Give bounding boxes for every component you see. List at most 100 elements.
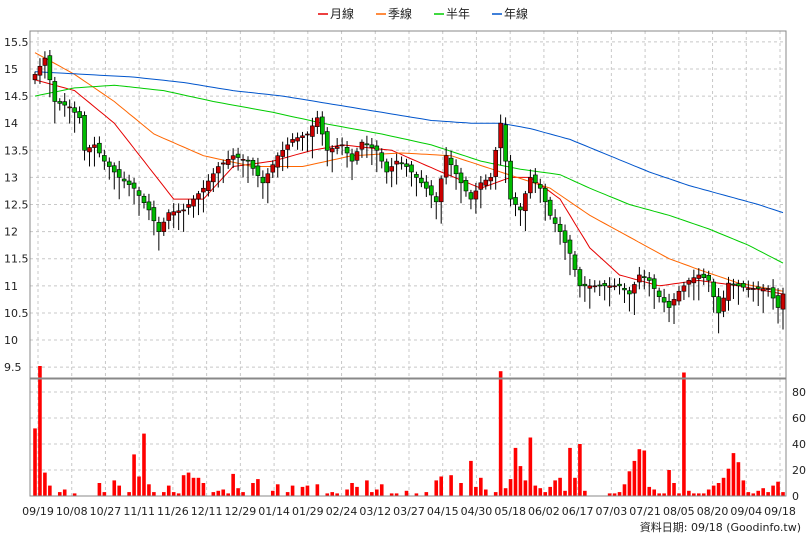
candle-body <box>433 196 439 203</box>
price-tick-label: 13 <box>4 171 18 184</box>
price-tick-label: 11.5 <box>4 253 29 266</box>
date-tick-label: 05/18 <box>494 505 526 518</box>
date-tick-label: 09/18 <box>764 505 796 518</box>
volume-bar <box>424 492 429 496</box>
candle-body <box>324 131 330 151</box>
candle-body <box>676 290 682 302</box>
legend-label: 年線 <box>504 6 528 21</box>
volume-bar <box>617 492 622 496</box>
candle-body <box>592 285 598 288</box>
candle-body <box>528 177 533 194</box>
price-axis-labels: 15.5 15 14.5 14 13.5 13 12.5 12 11.5 11 10.5 10 9.5 <box>4 36 29 374</box>
candle-body <box>52 81 58 102</box>
candle-body <box>508 160 513 200</box>
volume-bar <box>637 449 642 496</box>
candle-body <box>211 173 216 183</box>
date-tick-label: 11/26 <box>157 505 189 518</box>
volume-tick-label: 60 <box>792 412 806 425</box>
candle-body <box>404 163 409 167</box>
candle-body <box>245 159 251 162</box>
candle-body <box>597 284 603 287</box>
candle-body <box>47 55 53 81</box>
volume-bar <box>573 477 577 496</box>
volume-bar <box>226 493 230 496</box>
price-tick-label: 12 <box>4 226 18 239</box>
candle-body <box>557 223 563 232</box>
volume-bar <box>746 492 751 496</box>
volume-bar <box>667 470 671 496</box>
volume-bar <box>231 473 235 496</box>
volume-bar <box>493 492 498 496</box>
volume-bar <box>583 490 587 496</box>
volume-bar <box>771 485 775 496</box>
volume-bar <box>211 492 216 496</box>
volume-bar <box>726 468 731 496</box>
volume-bar <box>474 486 478 496</box>
candle-body <box>146 201 152 211</box>
volume-bar <box>270 490 275 496</box>
volume-bar <box>171 492 176 496</box>
date-tick-label: 10/08 <box>56 505 88 518</box>
price-plot-frame <box>29 30 787 379</box>
volume-bar <box>196 477 201 496</box>
volume-bar <box>152 492 156 496</box>
price-tick-label: 9.5 <box>4 361 22 374</box>
date-tick-label: 04/15 <box>427 505 459 518</box>
candle-body <box>443 155 449 178</box>
date-tick-label: 06/02 <box>528 505 560 518</box>
volume-bar <box>251 483 255 496</box>
date-tick-label: 12/11 <box>191 505 223 518</box>
candle-body <box>671 299 677 306</box>
candle-body <box>62 101 68 106</box>
volume-bar <box>483 489 488 496</box>
candle-body <box>320 116 325 135</box>
candle-body <box>651 278 657 289</box>
volume-bar <box>176 493 181 496</box>
volume-bar <box>365 480 369 496</box>
candle-body <box>711 281 716 297</box>
candle-body <box>716 296 721 314</box>
candle-body <box>646 277 652 281</box>
candle-body <box>453 165 459 175</box>
candle-body <box>612 285 617 288</box>
candle-body <box>329 148 335 153</box>
price-tick-label: 15 <box>4 63 18 76</box>
candle-body <box>72 107 77 113</box>
candle-body <box>731 283 736 286</box>
volume-bar <box>350 483 354 496</box>
candle-body <box>458 172 464 184</box>
candle-body <box>409 164 414 173</box>
candle-body <box>215 166 221 174</box>
volume-bar <box>766 492 770 496</box>
candle-body <box>632 284 637 294</box>
candle-body <box>706 274 711 281</box>
volume-bar <box>518 466 523 496</box>
volume-bar <box>38 366 42 496</box>
candle-body <box>220 162 226 165</box>
candle-body <box>300 135 305 138</box>
volume-bar <box>692 493 696 496</box>
volume-bar <box>221 489 226 496</box>
candle-body <box>250 160 256 169</box>
date-tick-label: 03/27 <box>393 505 425 518</box>
volume-bar <box>736 462 741 496</box>
candle-body <box>414 174 419 178</box>
candle-body <box>255 165 261 176</box>
volume-tick-label: 0 <box>792 490 799 503</box>
volume-bar <box>43 472 47 496</box>
volume-bar <box>553 480 557 496</box>
volume-bar <box>33 428 37 496</box>
candle-body <box>176 210 181 213</box>
volume-bar <box>741 480 746 496</box>
candle-body <box>32 74 38 81</box>
volume-bar <box>612 493 617 496</box>
price-tick-label: 15.5 <box>4 36 29 49</box>
candle-body <box>37 65 43 76</box>
date-tick-label: 04/30 <box>461 505 493 518</box>
candle-body <box>686 280 692 285</box>
volume-bar <box>201 483 206 496</box>
candle-body <box>151 207 157 222</box>
candle-body <box>191 198 196 207</box>
x-axis-labels: 09/19 10/08 10/27 11/11 11/26 12/11 12/29 01/14… <box>22 505 796 518</box>
volume-bar <box>370 492 374 496</box>
